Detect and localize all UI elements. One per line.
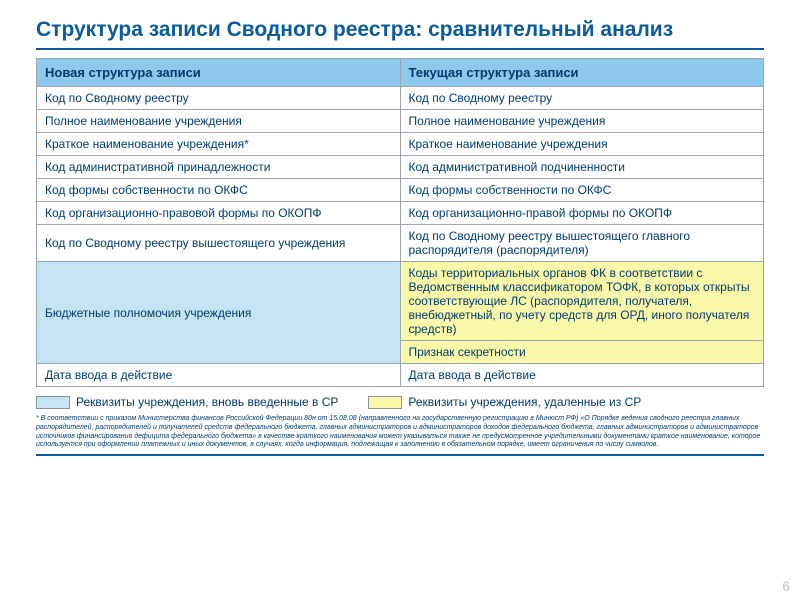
cell-removed: Признак секретности [400,341,764,364]
cell: Код организационно-правой формы по ОКОПФ [400,202,764,225]
page-number: 6 [782,578,790,594]
table-row: Дата ввода в действие Дата ввода в дейст… [37,364,764,387]
cell: Код формы собственности по ОКФС [400,179,764,202]
table-row: Код по Сводному реестру вышестоящего учр… [37,225,764,262]
cell: Краткое наименование учреждения [400,133,764,156]
cell-removed: Коды территориальных органов ФК в соотве… [400,262,764,341]
cell: Дата ввода в действие [37,364,401,387]
cell: Код административной принадлежности [37,156,401,179]
cell: Полное наименование учреждения [37,110,401,133]
table-row: Бюджетные полномочия учреждения Коды тер… [37,262,764,341]
cell: Дата ввода в действие [400,364,764,387]
table-row: Краткое наименование учреждения* Краткое… [37,133,764,156]
cell: Код по Сводному реестру вышестоящего учр… [37,225,401,262]
cell: Краткое наименование учреждения* [37,133,401,156]
cell: Код административной подчиненности [400,156,764,179]
table-row: Код по Сводному реестру Код по Сводному … [37,87,764,110]
legend-swatch-removed [368,396,402,409]
legend-swatch-new [36,396,70,409]
legend-label-new: Реквизиты учреждения, вновь введенные в … [76,395,338,409]
cell-new: Бюджетные полномочия учреждения [37,262,401,364]
legend-label-removed: Реквизиты учреждения, удаленные из СР [408,395,641,409]
table-row: Код формы собственности по ОКФС Код форм… [37,179,764,202]
footer-line [36,454,764,456]
col-header-current: Текущая структура записи [400,59,764,87]
cell: Код по Сводному реестру [37,87,401,110]
title-underline [36,48,764,50]
cell: Код формы собственности по ОКФС [37,179,401,202]
cell: Код по Сводному реестру вышестоящего гла… [400,225,764,262]
cell: Код организационно-правовой формы по ОКО… [37,202,401,225]
comparison-table: Новая структура записи Текущая структура… [36,58,764,387]
table-row: Полное наименование учреждения Полное на… [37,110,764,133]
table-row: Код организационно-правовой формы по ОКО… [37,202,764,225]
page-title: Структура записи Сводного реестра: сравн… [36,18,764,42]
cell: Полное наименование учреждения [400,110,764,133]
footnote: * В соответствии с приказом Министерства… [36,415,764,450]
cell: Код по Сводному реестру [400,87,764,110]
table-row: Код административной принадлежности Код … [37,156,764,179]
col-header-new: Новая структура записи [37,59,401,87]
legend: Реквизиты учреждения, вновь введенные в … [36,395,764,409]
